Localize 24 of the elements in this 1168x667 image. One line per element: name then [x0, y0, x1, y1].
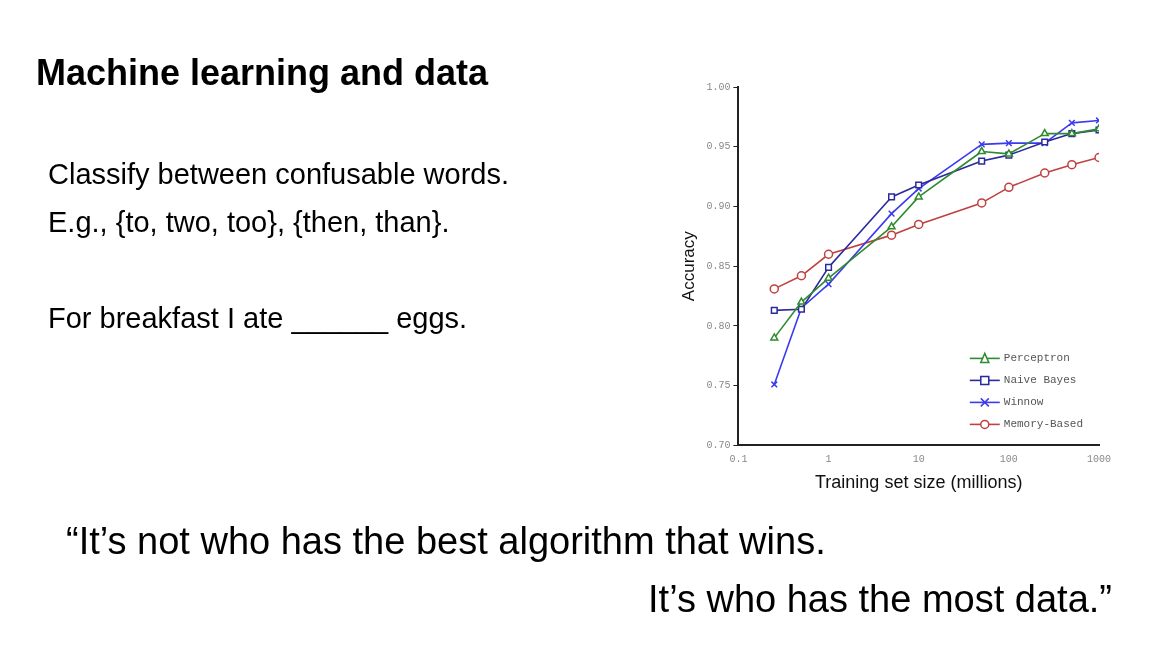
x-tick-label: 10: [912, 454, 925, 466]
legend-label: Memory-Based: [1003, 418, 1084, 431]
x-tick-label: 1000: [1086, 454, 1112, 466]
y-axis-title: Accuracy: [678, 230, 698, 302]
x-tick-label: 0.1: [729, 454, 748, 466]
text: Machine learning and data: [36, 52, 489, 94]
text: It’s who has the most data.”: [648, 578, 1112, 621]
text: “It’s not who has the best algorithm that wins.: [66, 520, 826, 563]
y-tick-label: 0.90: [706, 201, 731, 213]
legend-label: Perceptron: [1003, 352, 1070, 365]
x-axis-title: Training set size (millions): [815, 472, 1023, 493]
text: For breakfast I ate ______ eggs.: [48, 301, 469, 336]
y-tick-label: 0.95: [706, 141, 731, 153]
y-tick-label: 0.70: [706, 440, 731, 452]
y-tick-label: 0.75: [706, 380, 731, 392]
text: E.g., {to, two, too}, {then, than}.: [48, 205, 451, 240]
x-tick-label: 100: [999, 454, 1018, 466]
y-tick-label: 0.85: [706, 260, 731, 272]
text: Classify between confusable words.: [48, 157, 510, 192]
legend-label: Winnow: [1003, 396, 1044, 409]
y-tick-label: 1.00: [706, 81, 731, 93]
y-tick-label: 0.80: [706, 320, 731, 332]
legend-label: Naive Bayes: [1003, 374, 1077, 387]
x-tick-label: 1: [825, 454, 832, 466]
